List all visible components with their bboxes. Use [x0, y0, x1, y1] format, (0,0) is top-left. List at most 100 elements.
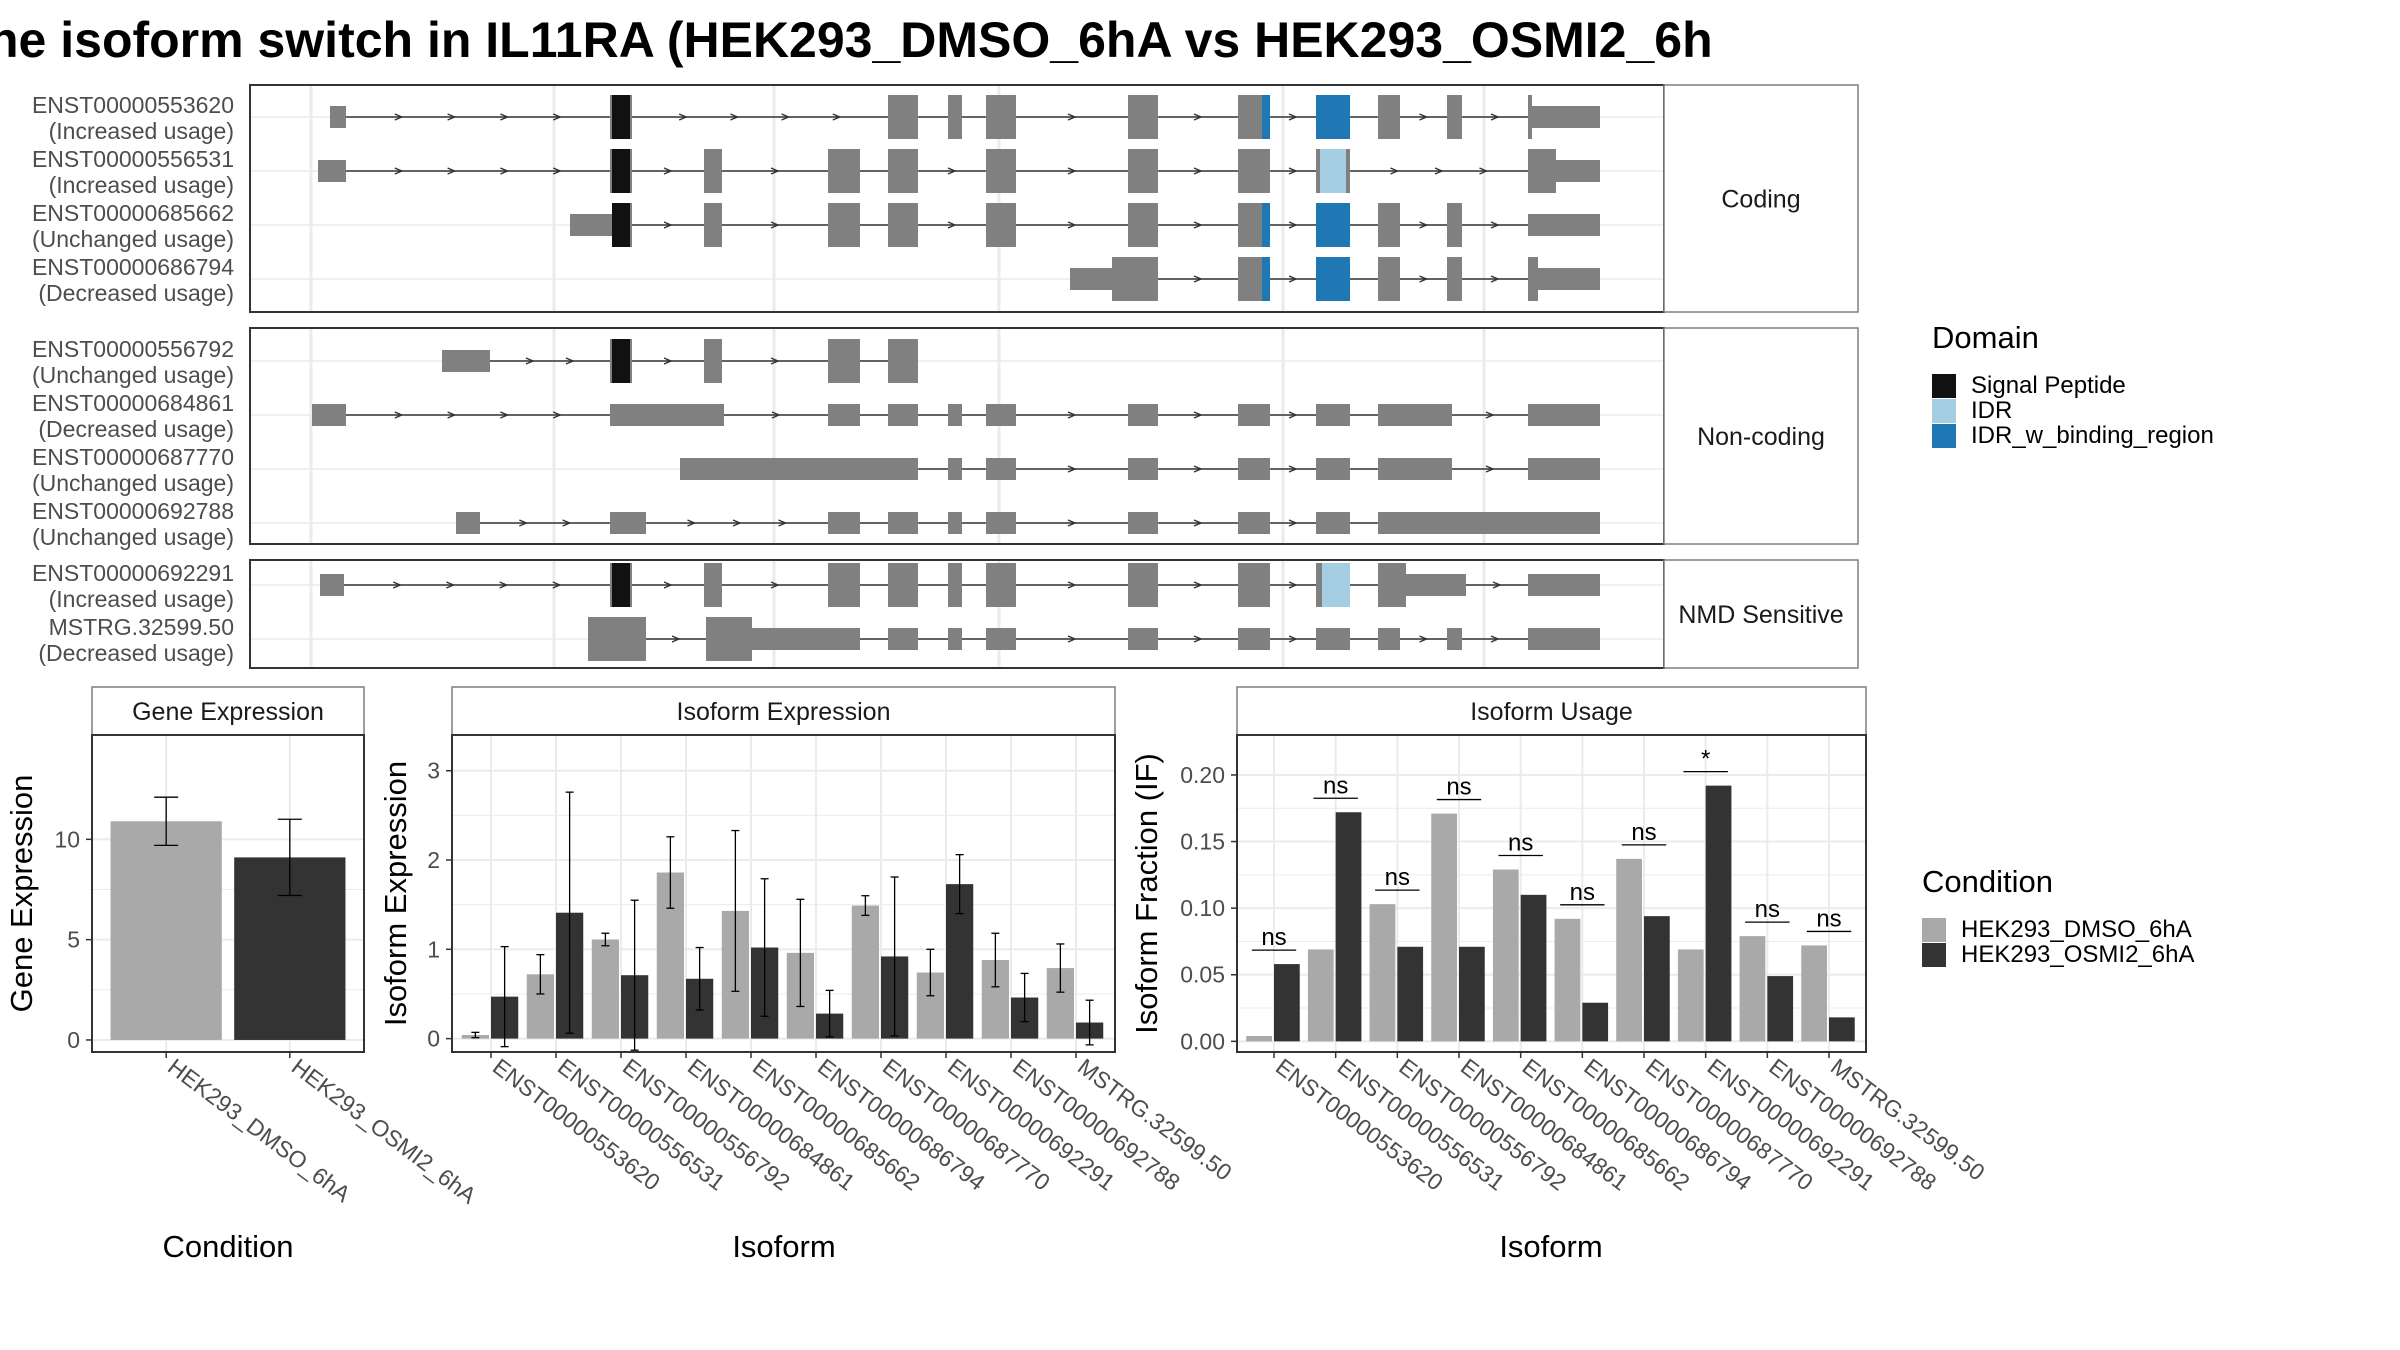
- condition-legend-swatch: [1922, 943, 1946, 967]
- strand-arrow: [1479, 167, 1489, 175]
- strand-arrow: [565, 357, 575, 365]
- strand-arrow: [770, 357, 780, 365]
- exon: [948, 404, 962, 426]
- strand-arrow: [1288, 221, 1298, 229]
- exon: [1528, 214, 1600, 236]
- exon: [704, 563, 722, 607]
- strand-arrow: [732, 519, 742, 527]
- y-tick-label: 0.15: [1180, 829, 1225, 855]
- transcript-id-label: ENST00000553620: [32, 92, 234, 118]
- y-tick-label: 2: [427, 847, 440, 873]
- isoform-expression-chart: Isoform Expression0123ENST00000553620ENS…: [378, 686, 1237, 1264]
- strand-arrow: [1067, 581, 1077, 589]
- transcript-track: [312, 404, 1600, 426]
- x-axis-title: Isoform: [732, 1229, 835, 1264]
- strand-arrow: [394, 411, 404, 419]
- transcript-id-label: ENST00000684861: [32, 390, 234, 416]
- strand-arrow: [1193, 635, 1203, 643]
- exon: [948, 563, 962, 607]
- facet-strip-label: Non-coding: [1697, 423, 1825, 451]
- transcript-track: [456, 512, 1600, 534]
- exon: [1528, 95, 1532, 139]
- facet-strip: [91, 686, 365, 736]
- strand-arrow: [947, 221, 957, 229]
- exon: [704, 149, 722, 193]
- exon: [680, 458, 918, 480]
- y-tick-label: 5: [67, 927, 80, 953]
- transcript-id-label: ENST00000556531: [32, 146, 234, 172]
- transcript-track: [330, 95, 1600, 139]
- y-tick-label: 1: [427, 936, 440, 962]
- bar: [1307, 949, 1334, 1042]
- strand-arrow: [1288, 581, 1298, 589]
- significance-label: *: [1701, 746, 1710, 773]
- exon: [752, 628, 860, 650]
- exon: [442, 350, 490, 372]
- isoform-usage-chart: Isoform Usage ns ns ns ns ns ns ns * ns ns 0.00 0.05…: [1129, 686, 1990, 1264]
- plot-border: [91, 734, 365, 1053]
- transcript-track: [680, 458, 1600, 480]
- strand-arrow: [947, 167, 957, 175]
- significance-label: ns: [1631, 819, 1656, 846]
- strand-arrow: [552, 581, 562, 589]
- legends: Domain Signal PeptideIDRIDR_w_binding_reg…: [1922, 320, 2214, 968]
- domain-signal-peptide: [612, 95, 630, 139]
- exon: [1238, 563, 1270, 607]
- transcript-usage-label: (Increased usage): [49, 172, 234, 198]
- strand-arrow: [1067, 411, 1077, 419]
- exon: [828, 339, 860, 383]
- transcript-usage-label: (Increased usage): [49, 586, 234, 612]
- strand-arrow: [1434, 167, 1444, 175]
- exon: [456, 512, 480, 534]
- exon: [1316, 458, 1350, 480]
- domain-legend: Domain Signal PeptideIDRIDR_w_binding_reg…: [1932, 320, 2214, 449]
- strand-arrow: [687, 519, 697, 527]
- exon: [1378, 512, 1600, 534]
- facet-strip: [451, 686, 1116, 736]
- transcript-track: [1070, 257, 1600, 301]
- bar: [1705, 785, 1732, 1042]
- domain-idr-w-binding-region: [1262, 257, 1270, 301]
- significance-label: ns: [1816, 905, 1841, 932]
- domain-legend-label: Signal Peptide: [1971, 372, 2126, 399]
- bar: [1644, 916, 1670, 1042]
- significance-label: ns: [1570, 879, 1595, 906]
- exon: [948, 512, 962, 534]
- domain-signal-peptide: [612, 203, 630, 247]
- domain-idr-w-binding-region: [1316, 203, 1350, 247]
- strand-arrow: [1492, 581, 1502, 589]
- bar: [1274, 964, 1300, 1042]
- exon: [1528, 458, 1600, 480]
- strand-arrow: [1490, 113, 1500, 121]
- strand-arrow: [1390, 167, 1400, 175]
- bar: [591, 939, 619, 1039]
- exon: [1238, 628, 1270, 650]
- exon: [1378, 458, 1452, 480]
- bar: [1767, 976, 1794, 1042]
- bar: [1431, 813, 1457, 1042]
- exon: [828, 563, 860, 607]
- exon: [948, 95, 962, 139]
- exon: [1532, 106, 1600, 128]
- strand-arrow: [447, 411, 457, 419]
- exon: [1447, 203, 1462, 247]
- transcript-usage-label: (Increased usage): [49, 118, 234, 144]
- strand-arrow: [552, 113, 562, 121]
- transcript-track: [588, 617, 1600, 661]
- strand-arrow: [1485, 411, 1495, 419]
- exon: [1378, 257, 1400, 301]
- domain-idr: [1320, 149, 1346, 193]
- figure-title: he isoform switch in IL11RA (HEK293_DMSO…: [0, 12, 1713, 68]
- exon: [888, 203, 918, 247]
- domain-signal-peptide: [612, 339, 630, 383]
- exon: [986, 628, 1016, 650]
- exon: [1128, 512, 1158, 534]
- exon: [828, 512, 860, 534]
- exon: [1528, 574, 1600, 596]
- bar: [1459, 946, 1485, 1042]
- condition-legend-swatch: [1922, 918, 1946, 942]
- strand-arrow: [1193, 465, 1203, 473]
- strand-arrow: [1419, 635, 1429, 643]
- exon: [1128, 95, 1158, 139]
- domain-legend-swatch: [1932, 424, 1956, 448]
